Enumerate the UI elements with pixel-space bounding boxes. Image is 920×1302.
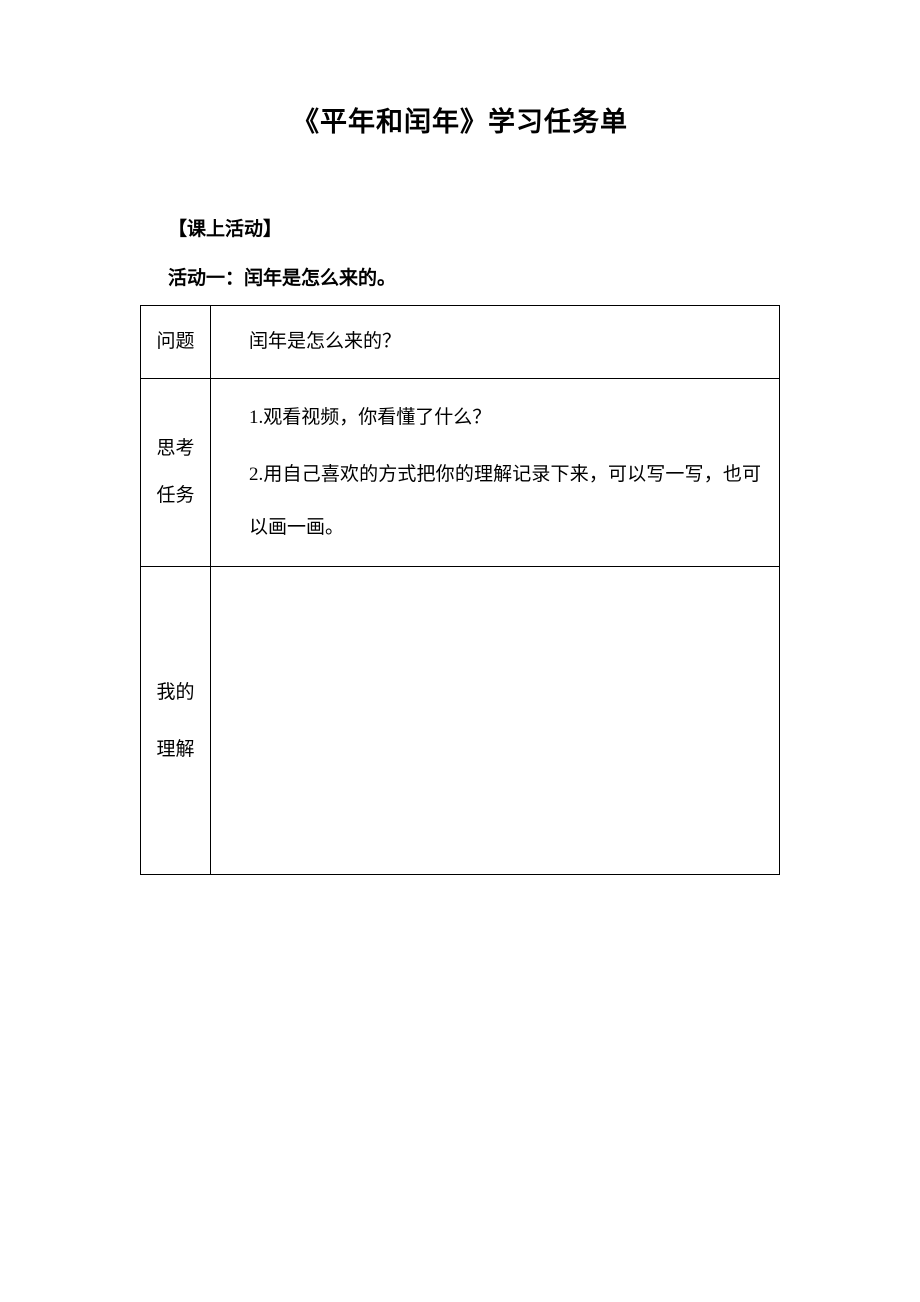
row-content-question: 闰年是怎么来的？ bbox=[211, 306, 780, 379]
task-item-2: 2.用自己喜欢的方式把你的理解记录下来，可以写一写，也可以画一画。 bbox=[249, 448, 761, 554]
understanding-label-line1: 我的 bbox=[156, 682, 194, 703]
task-table: 问题 闰年是怎么来的？ 思考 任务 1.观看视频，你看懂了什么？ 2.用自己喜欢… bbox=[140, 305, 780, 875]
row-label-understanding: 我的 理解 bbox=[141, 567, 211, 875]
row-content-understanding bbox=[211, 567, 780, 875]
table-row-question: 问题 闰年是怎么来的？ bbox=[141, 306, 780, 379]
task-label-line2: 任务 bbox=[156, 485, 194, 506]
section-label: 【课上活动】 bbox=[168, 214, 780, 241]
row-label-question: 问题 bbox=[141, 306, 211, 379]
table-row-understanding: 我的 理解 bbox=[141, 567, 780, 875]
row-content-task: 1.观看视频，你看懂了什么？ 2.用自己喜欢的方式把你的理解记录下来，可以写一写… bbox=[211, 378, 780, 567]
task-label-line1: 思考 bbox=[156, 438, 194, 459]
document-title: 《平年和闰年》学习任务单 bbox=[140, 100, 780, 139]
row-label-task: 思考 任务 bbox=[141, 378, 211, 567]
understanding-label-line2: 理解 bbox=[156, 739, 194, 760]
task-item-1: 1.观看视频，你看懂了什么？ bbox=[249, 391, 761, 444]
activity-title: 活动一：闰年是怎么来的。 bbox=[168, 263, 780, 290]
table-row-task: 思考 任务 1.观看视频，你看懂了什么？ 2.用自己喜欢的方式把你的理解记录下来… bbox=[141, 378, 780, 567]
